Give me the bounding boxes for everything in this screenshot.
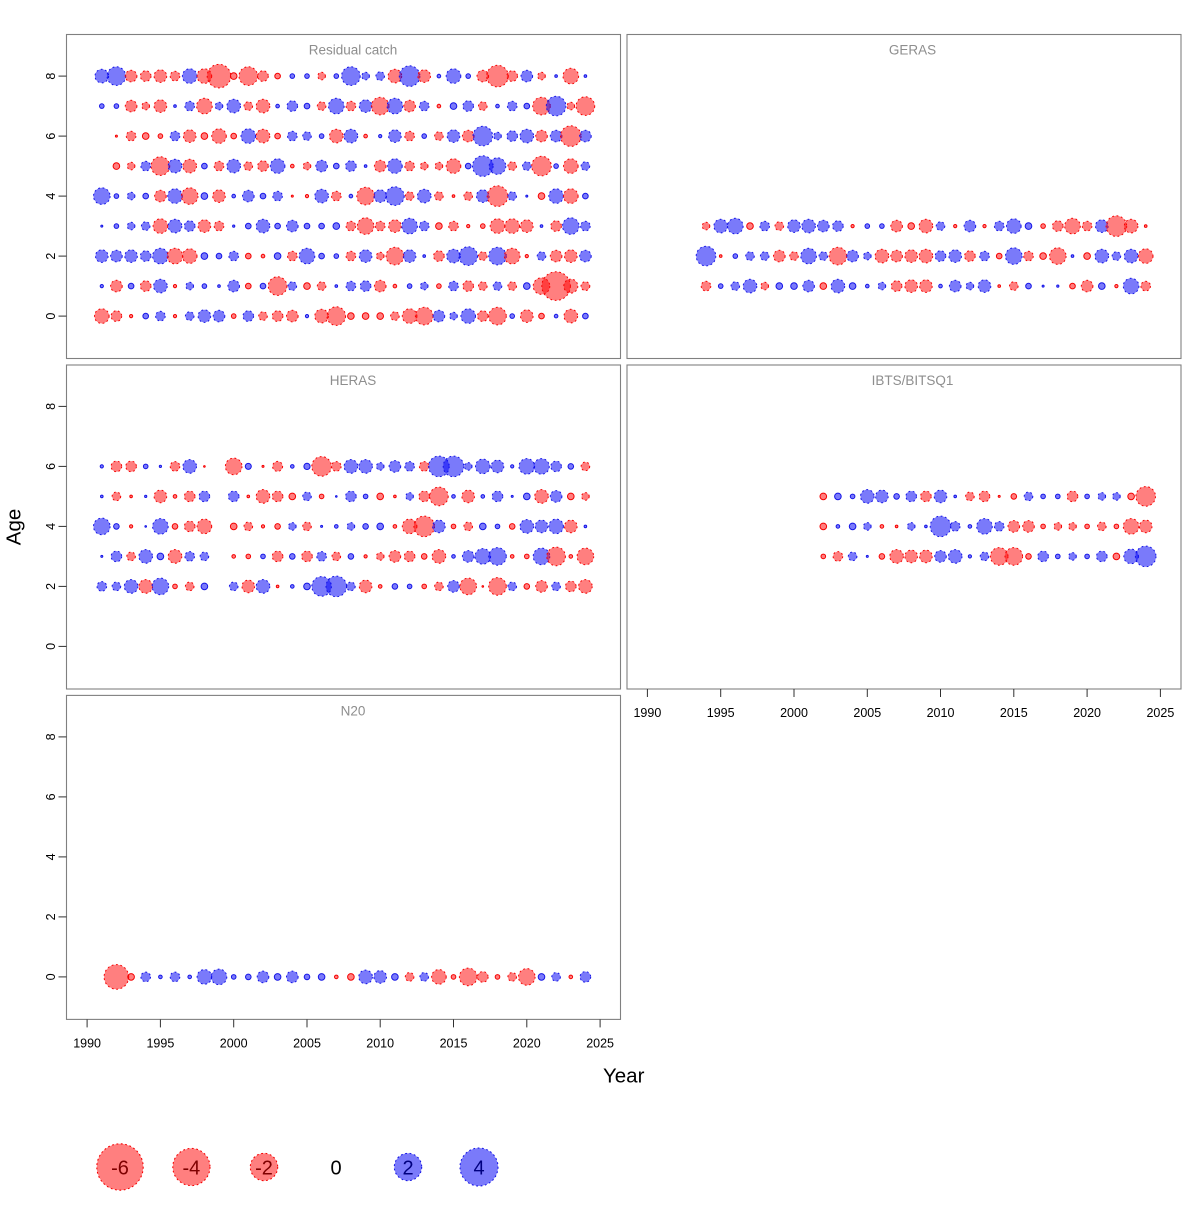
svg-text:2: 2 bbox=[44, 253, 58, 260]
svg-text:2010: 2010 bbox=[366, 1036, 394, 1050]
svg-text:2020: 2020 bbox=[513, 1036, 541, 1050]
svg-text:8: 8 bbox=[44, 403, 58, 410]
svg-text:4: 4 bbox=[44, 523, 58, 530]
svg-text:-6: -6 bbox=[111, 1157, 129, 1179]
svg-text:6: 6 bbox=[44, 793, 58, 800]
svg-text:IBTS/BITSQ1: IBTS/BITSQ1 bbox=[872, 373, 954, 388]
svg-text:0: 0 bbox=[330, 1157, 341, 1179]
svg-text:2005: 2005 bbox=[853, 706, 881, 720]
svg-text:8: 8 bbox=[44, 73, 58, 80]
svg-text:2010: 2010 bbox=[927, 706, 955, 720]
svg-text:4: 4 bbox=[473, 1157, 484, 1179]
svg-text:0: 0 bbox=[44, 313, 58, 320]
svg-text:0: 0 bbox=[44, 973, 58, 980]
svg-text:2005: 2005 bbox=[293, 1036, 321, 1050]
svg-text:Residual catch: Residual catch bbox=[309, 43, 398, 58]
svg-text:2000: 2000 bbox=[220, 1036, 248, 1050]
svg-text:HERAS: HERAS bbox=[330, 373, 377, 388]
svg-text:GERAS: GERAS bbox=[889, 43, 936, 58]
svg-text:2025: 2025 bbox=[586, 1036, 614, 1050]
svg-text:-2: -2 bbox=[255, 1157, 273, 1179]
svg-text:6: 6 bbox=[44, 463, 58, 470]
svg-text:1990: 1990 bbox=[73, 1036, 101, 1050]
svg-text:2: 2 bbox=[44, 913, 58, 920]
svg-text:2000: 2000 bbox=[780, 706, 808, 720]
svg-text:N20: N20 bbox=[341, 703, 366, 718]
svg-text:2: 2 bbox=[44, 583, 58, 590]
svg-text:2: 2 bbox=[402, 1157, 413, 1179]
svg-text:1995: 1995 bbox=[146, 1036, 174, 1050]
svg-text:2025: 2025 bbox=[1146, 706, 1174, 720]
svg-text:1990: 1990 bbox=[633, 706, 661, 720]
svg-text:4: 4 bbox=[44, 853, 58, 860]
svg-text:4: 4 bbox=[44, 193, 58, 200]
svg-text:8: 8 bbox=[44, 733, 58, 740]
svg-text:2015: 2015 bbox=[440, 1036, 468, 1050]
svg-text:2015: 2015 bbox=[1000, 706, 1028, 720]
svg-text:-4: -4 bbox=[183, 1157, 201, 1179]
svg-text:6: 6 bbox=[44, 133, 58, 140]
svg-text:Year: Year bbox=[603, 1065, 645, 1088]
svg-text:0: 0 bbox=[44, 643, 58, 650]
svg-text:1995: 1995 bbox=[707, 706, 735, 720]
svg-text:Age: Age bbox=[3, 509, 26, 545]
svg-text:2020: 2020 bbox=[1073, 706, 1101, 720]
